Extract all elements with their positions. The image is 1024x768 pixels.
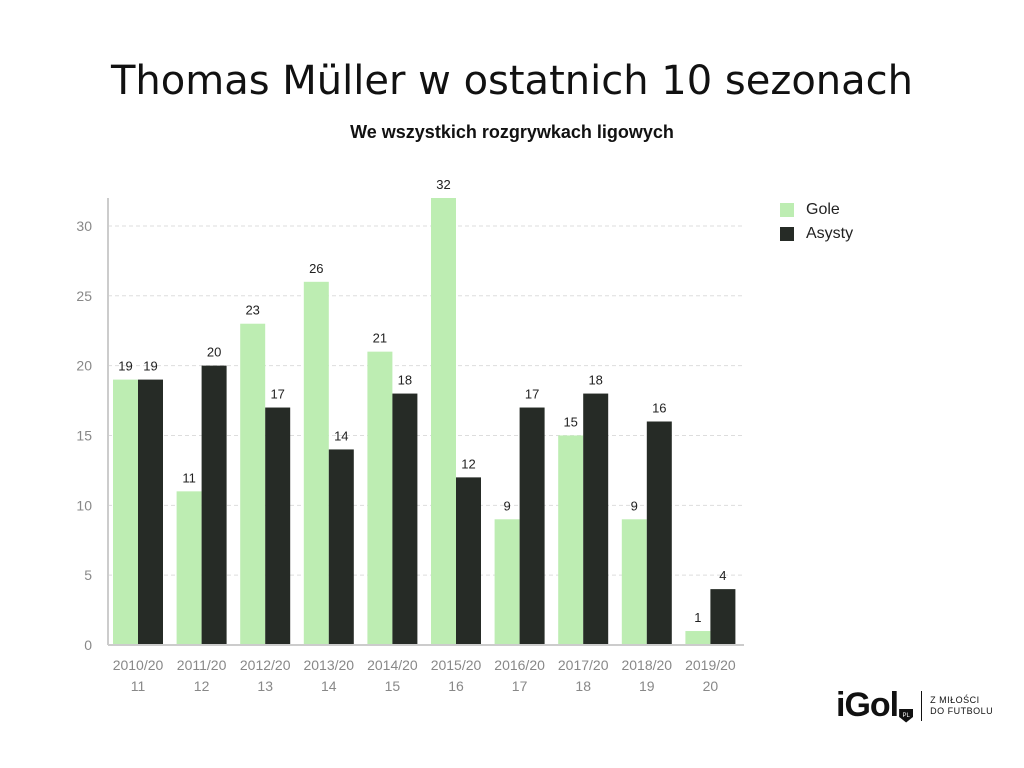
bar-gole-5	[431, 198, 456, 645]
chart-title: Thomas Müller w ostatnich 10 sezonach	[110, 58, 914, 104]
bar-asysty-3	[328, 449, 354, 645]
legend-label-gole: Gole	[806, 201, 840, 218]
data-label-gole-7: 15	[563, 414, 577, 429]
data-label-asysty-1: 20	[207, 345, 221, 360]
bar-gole-1	[176, 491, 202, 645]
legend-swatch-gole	[780, 203, 794, 217]
x-tick-label: 2016/20	[494, 657, 545, 673]
x-tick-label: 2019/20	[685, 657, 736, 673]
x-tick-label: 2014/20	[367, 657, 418, 673]
data-label-gole-1: 11	[182, 470, 196, 485]
x-tick-label: 15	[385, 678, 401, 694]
x-tick-label: 2017/20	[558, 657, 609, 673]
data-label-gole-8: 9	[631, 498, 638, 513]
bars	[113, 198, 736, 645]
bar-gole-0	[113, 379, 138, 645]
x-tick-label: 2013/20	[303, 657, 354, 673]
logo-badge: PL	[899, 708, 914, 723]
data-labels: 19 11 23 26 21 32 9 15 9 1 19 20 17 14 18 12 17 18 16 4	[118, 177, 726, 625]
legend-item-asysty: Asysty	[780, 222, 853, 246]
x-tick-label: 17	[512, 678, 528, 694]
y-tick-label: 20	[76, 358, 92, 374]
logo-tagline: Z MIŁOŚCI DO FUTBOLU	[930, 695, 993, 717]
x-tick-label: 19	[639, 678, 655, 694]
bar-gole-8	[621, 519, 647, 645]
x-tick-label: 2018/20	[621, 657, 672, 673]
legend-swatch-asysty	[780, 227, 794, 241]
data-label-asysty-6: 17	[525, 387, 539, 402]
x-tick-label: 12	[194, 678, 210, 694]
data-label-gole-0: 19	[118, 359, 132, 374]
chart-subtitle: We wszystkich rozgrywkach ligowych	[350, 122, 674, 142]
bar-asysty-5	[456, 477, 481, 645]
data-label-gole-6: 9	[503, 498, 510, 513]
bar-asysty-7	[583, 393, 609, 645]
data-label-gole-2: 23	[245, 303, 259, 318]
bar-gole-4	[367, 351, 393, 645]
y-tick-label: 25	[76, 288, 92, 304]
x-tick-label: 18	[575, 678, 591, 694]
bar-gole-7	[558, 435, 584, 645]
bar-gole-6	[494, 519, 520, 645]
data-label-gole-3: 26	[309, 261, 323, 276]
data-label-asysty-5: 12	[461, 456, 475, 471]
logo-divider	[921, 690, 923, 721]
y-tick-label: 10	[76, 497, 92, 513]
y-tick-label: 15	[76, 427, 92, 443]
data-label-asysty-2: 17	[270, 387, 284, 402]
data-label-asysty-7: 18	[588, 373, 602, 388]
bar-asysty-4	[392, 393, 418, 645]
data-label-gole-4: 21	[373, 331, 387, 346]
data-label-gole-9: 1	[694, 610, 701, 625]
x-axis-ticks: 2010/20 11 2011/20 12 2012/20 13 2013/20 14 2014…	[113, 657, 736, 694]
x-tick-label: 2010/20	[113, 657, 164, 673]
bar-asysty-0	[138, 379, 163, 645]
x-tick-label: 16	[448, 678, 464, 694]
data-label-asysty-9: 4	[719, 568, 726, 583]
data-label-gole-5: 32	[436, 177, 450, 192]
y-tick-label: 30	[76, 218, 92, 234]
y-tick-label: 0	[84, 637, 92, 653]
x-tick-label: 2012/20	[240, 657, 291, 673]
legend-item-gole: Gole	[780, 198, 853, 222]
legend: Gole Asysty	[780, 198, 853, 246]
data-label-asysty-3: 14	[334, 428, 348, 443]
logo-tagline-line2: DO FUTBOLU	[930, 705, 994, 716]
data-label-asysty-8: 16	[652, 401, 666, 416]
bar-asysty-1	[201, 365, 227, 645]
bar-asysty-2	[265, 407, 291, 645]
x-tick-label: 2011/20	[177, 657, 227, 673]
data-label-asysty-4: 18	[398, 373, 412, 388]
y-tick-label: 5	[84, 567, 92, 583]
x-tick-label: 14	[321, 678, 337, 694]
bar-asysty-8	[646, 421, 672, 645]
legend-label-asysty: Asysty	[806, 225, 854, 242]
x-tick-label: 20	[703, 678, 719, 694]
bar-asysty-6	[519, 407, 545, 645]
logo-wordmark: iGol	[836, 686, 899, 724]
igol-logo: iGol PL Z MIŁOŚCI DO FUTBOLU	[836, 686, 993, 725]
bar-gole-9	[685, 631, 711, 645]
x-tick-label: 13	[257, 678, 273, 694]
bar-gole-2	[240, 323, 266, 645]
data-label-asysty-0: 19	[143, 359, 157, 374]
x-tick-label: 11	[131, 678, 146, 694]
bar-asysty-9	[710, 589, 736, 645]
bar-gole-3	[303, 281, 329, 645]
y-axis-ticks: 0 5 10 15 20 25 30	[76, 218, 92, 653]
logo-tagline-line1: Z MIŁOŚCI	[930, 694, 980, 705]
x-tick-label: 2015/20	[431, 657, 482, 673]
